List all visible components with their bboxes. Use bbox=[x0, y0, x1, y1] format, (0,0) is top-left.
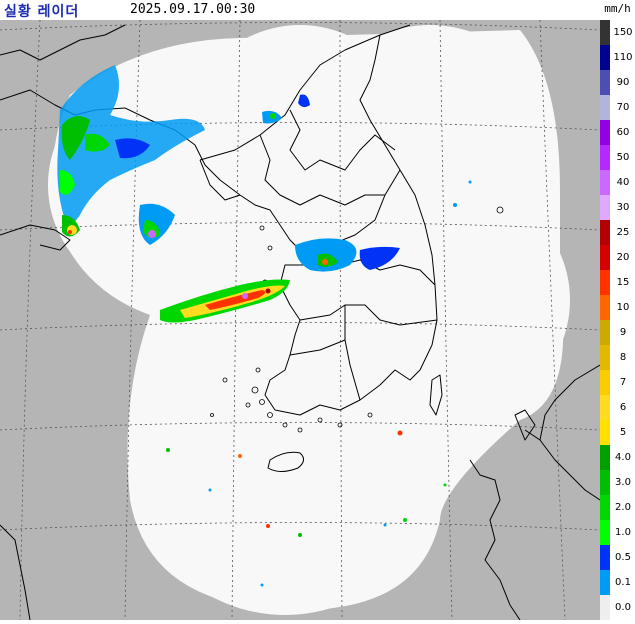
legend-label: 60 bbox=[616, 126, 630, 138]
legend-label: 9 bbox=[619, 326, 627, 338]
legend-swatch bbox=[600, 470, 610, 496]
legend-label: 70 bbox=[616, 101, 630, 113]
legend-label: 2.0 bbox=[615, 501, 631, 513]
legend-swatch bbox=[600, 45, 610, 71]
legend-swatch bbox=[600, 445, 610, 471]
legend-swatch bbox=[600, 195, 610, 221]
legend-label: 90 bbox=[616, 76, 630, 88]
legend-label: 40 bbox=[616, 176, 630, 188]
legend-label: 0.5 bbox=[615, 551, 631, 563]
legend-swatch bbox=[600, 295, 610, 321]
radar-map bbox=[0, 20, 600, 620]
legend-swatch bbox=[600, 245, 610, 271]
legend-swatch bbox=[600, 270, 610, 296]
legend-swatch bbox=[600, 345, 610, 371]
legend-swatch bbox=[600, 145, 610, 171]
legend-swatch bbox=[600, 95, 610, 121]
legend-swatch bbox=[600, 545, 610, 571]
legend-label: 1.0 bbox=[615, 526, 631, 538]
precipitation-echoes bbox=[57, 65, 472, 587]
legend-label: 0.0 bbox=[615, 601, 631, 613]
legend-label: 0.1 bbox=[615, 576, 631, 588]
legend-swatch bbox=[600, 120, 610, 146]
legend-swatch bbox=[600, 20, 610, 46]
legend-label: 20 bbox=[616, 251, 630, 263]
legend-swatch bbox=[600, 70, 610, 96]
legend-label: 150 bbox=[613, 26, 633, 38]
legend-label: 15 bbox=[616, 276, 630, 288]
legend-colorbar bbox=[600, 20, 610, 621]
legend-swatch bbox=[600, 420, 610, 446]
legend-swatch bbox=[600, 370, 610, 396]
header-bar: 실황 레이더 2025.09.17.00:30 bbox=[0, 0, 600, 20]
islands bbox=[210, 206, 504, 433]
legend-label: 10 bbox=[616, 301, 630, 313]
observation-timestamp: 2025.09.17.00:30 bbox=[130, 2, 256, 17]
legend-unit: mm/h bbox=[604, 2, 631, 15]
legend-swatch bbox=[600, 495, 610, 521]
legend-swatch bbox=[600, 595, 610, 621]
legend-label: 4.0 bbox=[615, 451, 631, 463]
legend-label: 7 bbox=[619, 376, 627, 388]
legend-label: 30 bbox=[616, 201, 630, 213]
legend-label: 25 bbox=[616, 226, 630, 238]
map-title: 실황 레이더 bbox=[4, 4, 80, 20]
legend-label: 50 bbox=[616, 151, 630, 163]
latlon-grid bbox=[0, 20, 600, 620]
legend-swatch bbox=[600, 570, 610, 596]
legend-label: 5 bbox=[619, 426, 627, 438]
legend-label: 3.0 bbox=[615, 476, 631, 488]
legend-label: 6 bbox=[619, 401, 627, 413]
legend-swatch bbox=[600, 220, 610, 246]
legend-swatch bbox=[600, 395, 610, 421]
legend-swatch bbox=[600, 320, 610, 346]
legend-swatch bbox=[600, 520, 610, 546]
legend-label: 8 bbox=[619, 351, 627, 363]
legend-swatch bbox=[600, 170, 610, 196]
precipitation-legend: 150 110 90 70 60 50 40 30 25 20 15 10 9 8 7 6 5 4.0 3.0 2.0… bbox=[600, 20, 635, 621]
legend-label: 110 bbox=[613, 51, 633, 63]
